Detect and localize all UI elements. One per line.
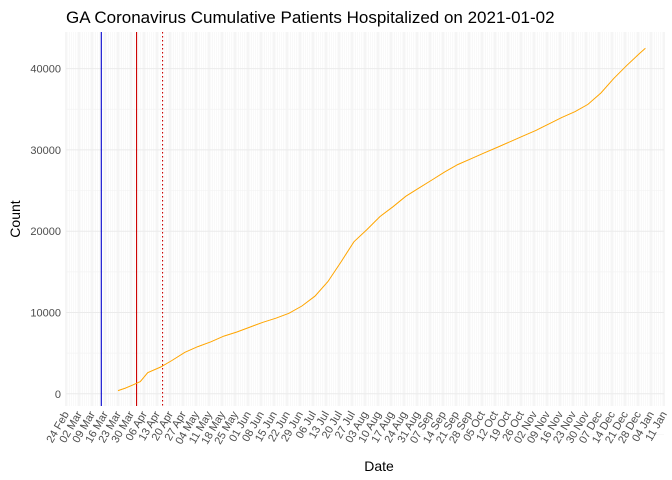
- y-tick-label: 10000: [30, 308, 61, 320]
- series-line-1: [117, 47, 646, 392]
- chart-title: GA Coronavirus Cumulative Patients Hospi…: [66, 8, 555, 27]
- y-tick-label: 0: [55, 389, 61, 401]
- y-tick-label: 20000: [30, 226, 61, 238]
- y-tick-label: 40000: [30, 64, 61, 76]
- grid: [65, 32, 665, 435]
- x-axis-title: Date: [364, 458, 394, 474]
- y-axis: 0 10000 20000 30000 40000: [30, 64, 61, 401]
- y-axis-title: Count: [7, 200, 23, 237]
- y-tick-label: 30000: [30, 145, 61, 157]
- reference-lines: [100, 32, 164, 406]
- series-layer: [117, 47, 646, 392]
